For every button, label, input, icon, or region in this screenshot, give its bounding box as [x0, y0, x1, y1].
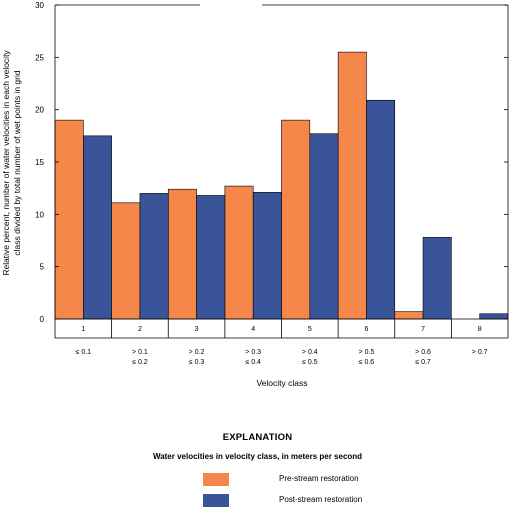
x-category-label-8: 8	[478, 326, 482, 333]
bar-post-1	[83, 135, 112, 320]
y-tick-label-25: 25	[35, 53, 44, 62]
x-category-label-2: 2	[138, 326, 142, 333]
x-range-upper-2: > 0.1	[132, 349, 148, 356]
y-axis-label-line1: Relative percent, number of water veloci…	[1, 50, 11, 276]
x-range-lower-7: ≤ 0.7	[415, 359, 431, 366]
bar-post-3	[196, 195, 226, 320]
x-range-upper-8: > 0.7	[472, 349, 488, 356]
bar-post-2	[139, 193, 169, 320]
x-category-label-1: 1	[81, 326, 85, 333]
x-range-lower-6: ≤ 0.6	[359, 359, 375, 366]
bar-post-6	[366, 99, 396, 320]
x-range-upper-5: > 0.4	[302, 349, 318, 356]
legend-swatch-post	[203, 494, 229, 507]
legend-label-post: Post-stream restoration	[279, 495, 363, 504]
x-range-lower-3: ≤ 0.3	[189, 359, 205, 366]
legend-subheading: Water velocities in velocity class, in m…	[152, 452, 363, 461]
x-range-lower-2: ≤ 0.2	[132, 359, 148, 366]
bar-post-5	[309, 133, 339, 320]
x-category-label-6: 6	[364, 326, 368, 333]
x-category-label-7: 7	[421, 326, 425, 333]
bars-group	[54, 51, 509, 320]
bar-chart: 0 5 10 15 20 25 30 1 ≤ 0.1 2 > 0.1 ≤ 0.2 3 > 0.2 ≤ 0.…	[1, 1, 509, 388]
bar-post-7	[422, 237, 452, 320]
x-range-upper-7: > 0.6	[415, 349, 431, 356]
y-tick-label-15: 15	[35, 158, 44, 167]
x-range-lower-5: ≤ 0.5	[302, 359, 318, 366]
x-axis: 1 ≤ 0.1 2 > 0.1 ≤ 0.2 3 > 0.2 ≤ 0.3 4 > 0.3 ≤ 0.4 5…	[54, 318, 509, 366]
y-tick-label-30: 30	[35, 1, 44, 10]
bar-pre-4	[224, 185, 254, 320]
y-tick-label-20: 20	[35, 106, 44, 115]
bar-pre-5	[281, 119, 311, 320]
x-range-upper-4: > 0.3	[245, 349, 261, 356]
bar-pre-7	[394, 311, 424, 320]
bar-pre-6	[337, 51, 367, 320]
y-tick-label-5: 5	[40, 263, 45, 272]
x-category-label-5: 5	[308, 326, 312, 333]
bar-pre-3	[167, 188, 197, 320]
x-axis-label: Velocity class	[256, 378, 307, 388]
bar-post-8	[479, 313, 509, 320]
x-category-label-4: 4	[251, 326, 255, 333]
y-axis-label-line2: class divided by total number of wet poi…	[12, 70, 22, 255]
y-tick-label-10: 10	[35, 210, 44, 219]
bar-pre-2	[111, 202, 141, 320]
y-tick-label-0: 0	[40, 315, 45, 324]
legend-heading: EXPLANATION	[222, 432, 293, 443]
x-range-upper-1: ≤ 0.1	[76, 349, 92, 356]
legend-swatch-pre	[203, 473, 229, 486]
x-category-label-3: 3	[195, 326, 199, 333]
bar-post-4	[252, 192, 282, 320]
x-range-upper-3: > 0.2	[189, 349, 205, 356]
bar-pre-1	[54, 119, 84, 320]
x-range-lower-4: ≤ 0.4	[245, 359, 261, 366]
x-range-upper-6: > 0.5	[359, 349, 375, 356]
legend-label-pre: Pre-stream restoration	[279, 474, 359, 483]
